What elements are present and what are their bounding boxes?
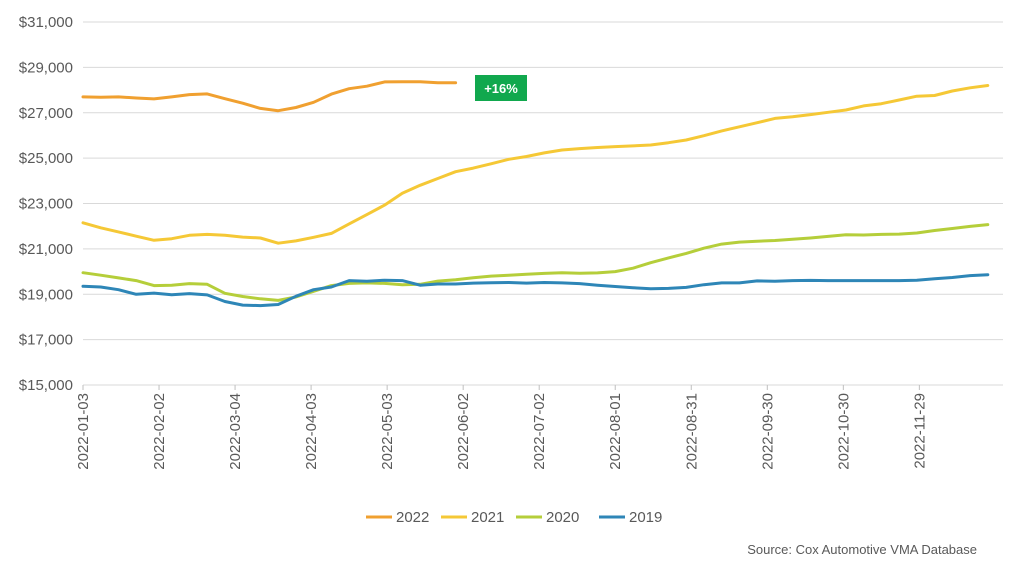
- x-tick-label: 2022-03-04: [227, 393, 244, 470]
- legend-label-2021: 2021: [471, 509, 504, 526]
- y-tick-label: $15,000: [19, 377, 73, 394]
- x-tick-label: 2022-04-03: [303, 393, 320, 470]
- legend-label-2020: 2020: [546, 509, 579, 526]
- x-tick-label: 2022-05-03: [379, 393, 396, 470]
- y-tick-label: $19,000: [19, 286, 73, 303]
- y-axis-ticks: $31,000 $29,000 $27,000 $25,000 $23,000 $21,0…: [19, 14, 73, 394]
- x-tick-label: 2022-08-31: [683, 393, 700, 470]
- series-line-2019: [81, 273, 990, 308]
- series-line-2020: [81, 223, 990, 302]
- x-tick-label: 2022-01-03: [75, 393, 92, 470]
- annotation-label: +16%: [484, 81, 518, 96]
- x-tick-label: 2022-07-02: [531, 393, 548, 470]
- x-tick-label: 2022-02-02: [151, 393, 168, 470]
- x-tick-label: 2022-06-02: [455, 393, 472, 470]
- legend-label-2022: 2022: [396, 509, 429, 526]
- y-tick-label: $21,000: [19, 241, 73, 258]
- legend: 2022 2021 2020 2019: [366, 509, 662, 526]
- x-axis-ticks: 2022-01-03 2022-02-02 2022-03-04 2022-04-03…: [75, 385, 928, 470]
- series-lines: [81, 80, 990, 308]
- y-tick-label: $29,000: [19, 59, 73, 76]
- x-tick-label: 2022-09-30: [759, 393, 776, 470]
- source-note: Source: Cox Automotive VMA Database: [747, 542, 977, 557]
- legend-label-2019: 2019: [629, 509, 662, 526]
- y-tick-label: $27,000: [19, 105, 73, 122]
- x-tick-label: 2022-10-30: [835, 393, 852, 470]
- grid-lines: [83, 21, 1003, 386]
- annotation: +16%: [475, 75, 527, 101]
- series-line-2021: [81, 84, 990, 245]
- y-tick-label: $31,000: [19, 14, 73, 31]
- annotation-badge: [475, 75, 527, 101]
- y-tick-label: $17,000: [19, 332, 73, 349]
- x-tick-label: 2022-08-01: [607, 393, 624, 470]
- y-tick-label: $23,000: [19, 196, 73, 213]
- y-tick-label: $25,000: [19, 150, 73, 167]
- x-tick-label: 2022-11-29: [911, 393, 928, 469]
- series-line-2022: [81, 80, 458, 113]
